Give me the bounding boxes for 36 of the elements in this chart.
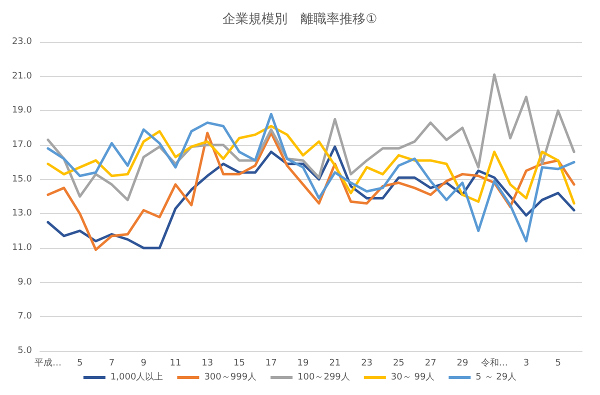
x-tick-label: 21: [329, 358, 341, 368]
x-tick-label: 令和…: [480, 358, 508, 368]
legend-label: 100～299人: [298, 372, 350, 382]
y-tick-label: 15.0: [12, 174, 32, 184]
legend-label: 5 ～ 29人: [476, 372, 517, 382]
x-tick-label: 17: [265, 358, 277, 368]
y-tick-label: 21.0: [12, 71, 32, 82]
y-tick-label: 17.0: [12, 140, 32, 150]
x-tick-label: 13: [202, 358, 214, 368]
x-tick-label: 11: [170, 358, 182, 368]
x-tick-label: 5: [76, 358, 83, 368]
line-series: [46, 112, 576, 242]
x-tick-label: 29: [456, 358, 468, 368]
chart-title: 企業規模別 離職率推移①: [222, 11, 378, 27]
x-tick-label: 9: [140, 358, 147, 368]
y-tick-label: 11.0: [12, 243, 32, 253]
x-tick-label: 19: [297, 358, 310, 368]
x-tick-label: 23: [361, 358, 373, 368]
line-series: [46, 124, 576, 205]
x-tick-label: 7: [108, 358, 115, 368]
y-tick-label: 7.0: [18, 312, 32, 322]
x-tick-label: 27: [424, 358, 436, 368]
legend-label: 30～ 99人: [390, 372, 435, 382]
x-tick-label: 15: [234, 358, 245, 368]
x-tick-label: 25: [392, 358, 404, 368]
x-tick-label: 3: [523, 358, 530, 368]
y-tick-label: 5.0: [18, 346, 32, 356]
x-tick-label: 5: [555, 358, 561, 368]
line-series: [46, 73, 576, 202]
legend-label: 300～999人: [204, 372, 257, 382]
y-tick-label: 23.0: [12, 37, 32, 47]
y-tick-label: 9.0: [18, 277, 32, 288]
legend-label: 1,000人以上: [110, 372, 164, 382]
x-tick-label: 平成…: [34, 358, 62, 368]
y-tick-label: 13.0: [12, 208, 32, 219]
y-tick-label: 19.0: [12, 106, 32, 116]
